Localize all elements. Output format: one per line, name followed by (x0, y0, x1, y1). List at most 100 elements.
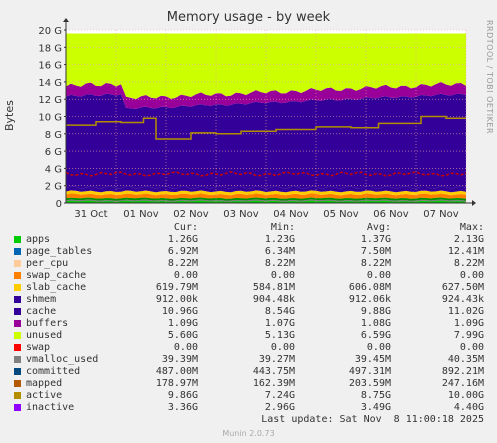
legend-avg: 39.45M (354, 354, 391, 365)
legend-max: 247.16M (441, 378, 484, 389)
legend-avg: 606.08M (348, 282, 391, 293)
rrdtool-credit: RRDTOOL / TOBI OETIKER (485, 20, 494, 135)
legend-row-shmem: shmem 912.00k 904.48k 912.06k 924.43k (0, 294, 497, 306)
legend-cur: 487.00M (155, 366, 198, 377)
x-tick-label: 31 Oct (74, 209, 107, 220)
legend-max: 8.22M (453, 258, 484, 269)
legend-max: 4.40G (453, 402, 484, 413)
legend-name: page_tables (26, 246, 93, 257)
legend-swatch (14, 296, 21, 303)
x-tick-label: 06 Nov (373, 209, 409, 220)
legend-min: 2.96G (264, 402, 295, 413)
legend-name: swap_cache (26, 270, 87, 281)
x-axis-arrow (472, 200, 476, 206)
x-tick-label: 07 Nov (423, 209, 459, 220)
legend-swatch (14, 404, 21, 411)
legend-swatch (14, 308, 21, 315)
legend-swatch (14, 356, 21, 363)
legend-cur: 3.36G (167, 402, 198, 413)
legend-max: 627.50M (441, 282, 484, 293)
legend-cur: 619.79M (155, 282, 198, 293)
legend-row-per-cpu: per_cpu 8.22M 8.22M 8.22M 8.22M (0, 258, 497, 270)
legend-swatch (14, 392, 21, 399)
legend-row-slab-cache: slab_cache 619.79M 584.81M 606.08M 627.50M (0, 282, 497, 294)
legend-min: 0.00 (270, 270, 295, 281)
legend-swatch (14, 320, 21, 327)
legend-row-apps: apps 1.26G 1.23G 1.37G 2.13G (0, 234, 497, 246)
legend-row-mapped: mapped 178.97M 162.39M 203.59M 247.16M (0, 378, 497, 390)
header-max: Max: (459, 222, 484, 233)
legend-min: 39.27M (258, 354, 295, 365)
legend-min: 6.34M (264, 246, 295, 257)
legend-max: 10.00G (447, 390, 484, 401)
legend-avg: 9.88G (360, 306, 391, 317)
legend-max: 2.13G (453, 234, 484, 245)
legend-min: 1.23G (264, 234, 295, 245)
y-tick-label: 18 G (38, 43, 62, 54)
legend-swatch (14, 380, 21, 387)
legend-row-swap: swap 0.00 0.00 0.00 0.00 (0, 342, 497, 354)
legend-cur: 9.86G (167, 390, 198, 401)
last-update: Last update: Sat Nov 8 11:00:18 2025 (261, 414, 484, 425)
chart-title: Memory usage - by week (166, 10, 331, 25)
legend-row-inactive: inactive 3.36G 2.96G 3.49G 4.40G (0, 402, 497, 414)
legend-min: 1.07G (264, 318, 295, 329)
legend-avg: 6.59G (360, 330, 391, 341)
legend-min: 8.54G (264, 306, 295, 317)
legend-name: slab_cache (26, 282, 87, 293)
y-tick-label: 16 G (38, 61, 62, 72)
legend-max: 1.09G (453, 318, 484, 329)
legend-min: 904.48k (252, 294, 295, 305)
legend-max: 0.00 (459, 270, 484, 281)
legend-cur: 0.00 (173, 342, 198, 353)
munin-version: Munin 2.0.73 (222, 429, 275, 438)
legend-avg: 7.50M (360, 246, 391, 257)
y-tick-label: 8 G (45, 130, 62, 141)
y-axis-arrow (63, 18, 69, 22)
x-tick-label: 03 Nov (223, 209, 259, 220)
header-cur: Cur: (173, 222, 198, 233)
legend-name: shmem (26, 294, 57, 305)
y-tick-label: 12 G (38, 95, 62, 106)
y-tick-label: 6 G (45, 147, 62, 158)
legend-cur: 1.26G (167, 234, 198, 245)
legend-name: mapped (26, 378, 63, 389)
legend-cur: 0.00 (173, 270, 198, 281)
legend-name: buffers (26, 318, 69, 329)
legend-max: 11.02G (447, 306, 484, 317)
legend-min: 7.24G (264, 390, 295, 401)
legend-name: swap (26, 342, 51, 353)
legend-swatch (14, 344, 21, 351)
legend-name: unused (26, 330, 63, 341)
legend-avg: 1.37G (360, 234, 391, 245)
y-tick-label: 4 G (45, 164, 62, 175)
legend-row-unused: unused 5.60G 5.13G 6.59G 7.99G (0, 330, 497, 342)
legend-name: active (26, 390, 63, 401)
legend-row-committed: committed 487.00M 443.75M 497.31M 892.21M (0, 366, 497, 378)
plot-area: 0 2 G 4 G 6 G 8 G 10 G 12 G 14 G 16 G 18 G 20 G 31 … (38, 18, 476, 220)
legend-row-vmalloc-used: vmalloc_used 39.39M 39.27M 39.45M 40.35M (0, 354, 497, 366)
legend-min: 443.75M (252, 366, 295, 377)
legend-min: 162.39M (252, 378, 295, 389)
legend-min: 8.22M (264, 258, 295, 269)
legend-name: vmalloc_used (26, 354, 99, 365)
legend-swatch (14, 260, 21, 267)
legend-max: 12.41M (447, 246, 484, 257)
x-tick-label: 05 Nov (323, 209, 359, 220)
legend-max: 7.99G (453, 330, 484, 341)
legend-name: apps (26, 234, 51, 245)
line-inactive (65, 171, 467, 177)
x-tick-label: 04 Nov (273, 209, 309, 220)
legend-cur: 178.97M (155, 378, 198, 389)
x-tick-label: 02 Nov (173, 209, 209, 220)
legend-name: committed (26, 366, 81, 377)
legend-swatch (14, 284, 21, 291)
legend-max: 40.35M (447, 354, 484, 365)
legend-max: 924.43k (441, 294, 484, 305)
legend-cur: 5.60G (167, 330, 198, 341)
legend-avg: 0.00 (366, 342, 391, 353)
legend-swatch (14, 248, 21, 255)
y-tick-label: 0 (56, 199, 62, 210)
legend-row-swap-cache: swap_cache 0.00 0.00 0.00 0.00 (0, 270, 497, 282)
